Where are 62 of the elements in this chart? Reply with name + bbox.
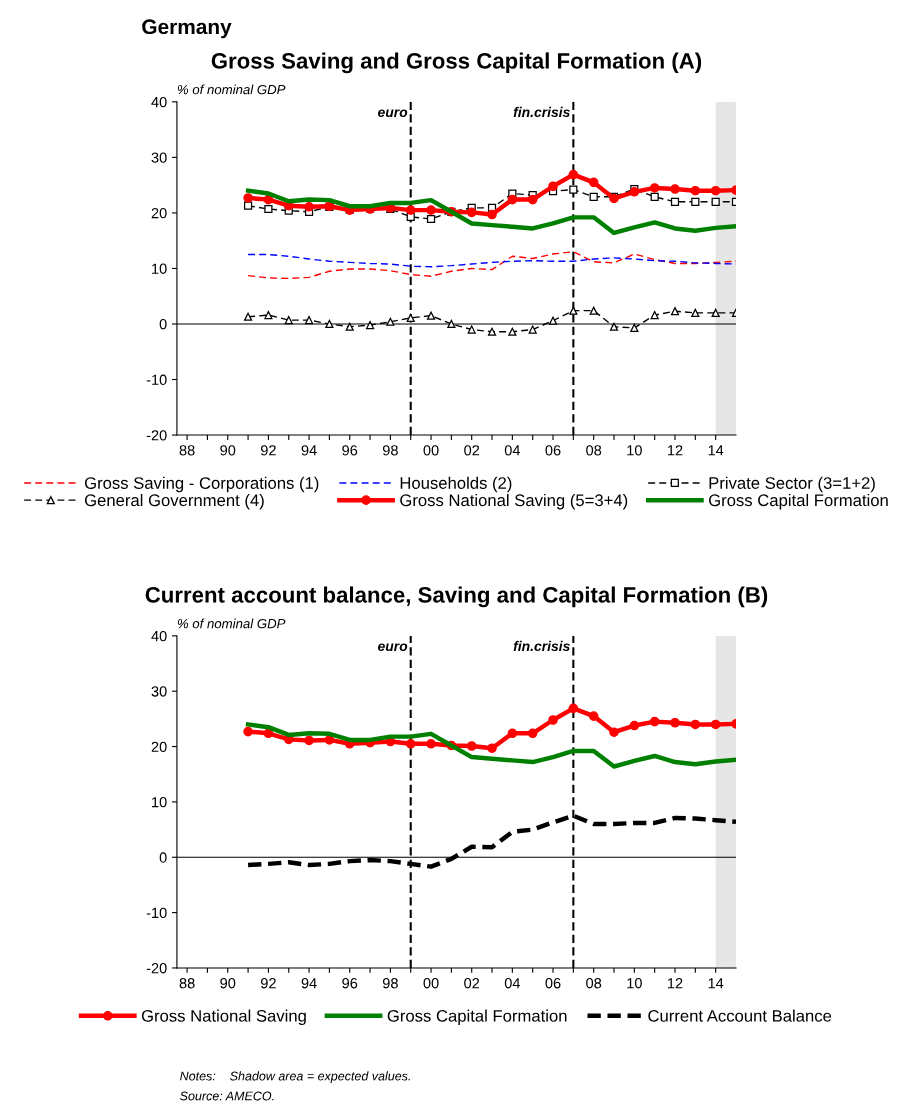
- y-tick-label: 30: [151, 686, 167, 697]
- x-tick-label: 02: [464, 978, 480, 989]
- x-tick-label: 08: [586, 445, 602, 456]
- x-tick-label: 06: [545, 978, 561, 989]
- legend-label: General Government (4): [84, 493, 264, 510]
- y-tick-label: -10: [146, 907, 167, 919]
- x-tick-label: 90: [220, 978, 236, 989]
- x-tick-label: 08: [586, 978, 602, 989]
- x-tick-label: 14: [708, 978, 724, 989]
- ref-line-label: euro: [378, 643, 408, 652]
- y-tick-label: 20: [151, 741, 167, 752]
- x-tick-label: 00: [423, 445, 439, 456]
- legend-label: Gross Saving - Corporations (1): [84, 476, 319, 493]
- x-tick-label: 92: [260, 445, 276, 456]
- chart-title: Gross Saving and Gross Capital Formation (A): [211, 52, 702, 74]
- y-tick-label: -20: [146, 430, 167, 441]
- legend-label: Gross National Saving (5=3+4): [400, 493, 628, 510]
- legend-label: Gross Capital Formation: [387, 1009, 567, 1026]
- ref-line-label: fin.crisis: [513, 640, 570, 652]
- x-tick-label: 98: [382, 445, 398, 456]
- y-tick-label: 20: [151, 208, 167, 219]
- x-tick-label: 14: [708, 445, 724, 456]
- y-tick-label: 30: [151, 152, 167, 163]
- x-tick-label: 94: [301, 445, 317, 456]
- y-tick-label: -10: [146, 374, 167, 385]
- x-tick-label: 96: [342, 445, 358, 456]
- y-axis-title: % of nominal GDP: [177, 618, 286, 629]
- x-tick-label: 00: [423, 978, 439, 989]
- x-tick-label: 90: [220, 445, 236, 456]
- y-tick-label: 0: [159, 852, 167, 863]
- x-tick-label: 04: [504, 978, 521, 989]
- x-tick-label: 10: [627, 978, 642, 989]
- y-tick-label: 10: [152, 797, 167, 808]
- source-note: Source: AMECO.: [180, 1091, 274, 1101]
- y-tick-label: -20: [146, 963, 167, 974]
- chart-title: Current account balance, Saving and Capital Formation (B): [145, 586, 768, 608]
- x-tick-label: 88: [179, 978, 195, 989]
- legend-label: Gross National Saving: [141, 1009, 306, 1026]
- x-tick-label: 04: [504, 445, 521, 456]
- x-tick-label: 92: [260, 978, 276, 989]
- y-axis-title: % of nominal GDP: [177, 84, 286, 95]
- legend-label: Private Sector (3=1+2): [709, 476, 875, 493]
- ref-line-label: fin.crisis: [513, 106, 570, 118]
- x-tick-label: 88: [179, 445, 195, 456]
- y-tick-label: 40: [151, 96, 167, 108]
- legend-label: Households (2): [400, 476, 512, 493]
- x-tick-label: 12: [668, 445, 683, 456]
- legend-label: Gross Capital Formation: [709, 493, 888, 510]
- y-tick-label: 10: [152, 263, 167, 274]
- x-tick-label: 96: [342, 978, 358, 989]
- y-tick-label: 0: [159, 319, 167, 330]
- text: Notes: Shadow area = expected values.: [180, 1071, 410, 1083]
- legend-label: Current Account Balance: [648, 1009, 832, 1022]
- x-tick-label: 12: [668, 978, 683, 989]
- x-tick-label: 98: [382, 978, 398, 989]
- y-tick-label: 40: [151, 630, 167, 642]
- x-tick-label: 94: [301, 978, 317, 989]
- x-tick-label: 10: [627, 445, 642, 456]
- ref-line-label: euro: [378, 109, 408, 118]
- x-tick-label: 02: [464, 445, 480, 456]
- text: Germany: [142, 19, 232, 39]
- x-tick-label: 06: [545, 445, 561, 456]
